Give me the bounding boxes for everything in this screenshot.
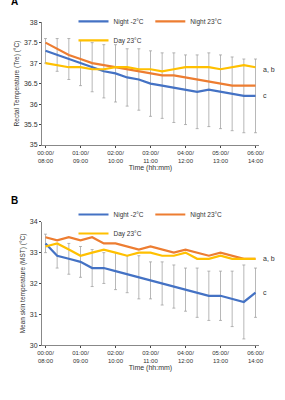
svg-text:37: 37 <box>30 60 38 67</box>
svg-text:31: 31 <box>30 311 38 318</box>
svg-text:A: A <box>11 0 18 7</box>
svg-text:05:00/13:00: 05:00/13:00 <box>212 150 229 164</box>
svg-text:30: 30 <box>30 342 38 349</box>
svg-text:Rectal Temperature (Tre) (°C): Rectal Temperature (Tre) (°C) <box>13 41 21 127</box>
svg-text:36: 36 <box>30 101 38 108</box>
svg-text:Day 23°C: Day 23°C <box>114 37 142 45</box>
svg-text:a, b: a, b <box>263 255 275 262</box>
svg-text:32: 32 <box>30 280 38 287</box>
svg-text:c: c <box>263 289 267 296</box>
svg-text:06:00/14:00: 06:00/14:00 <box>247 350 264 364</box>
svg-text:Mean skin temperature (MST) (°: Mean skin temperature (MST) (°C) <box>19 234 27 334</box>
svg-text:Day 23°C: Day 23°C <box>114 230 142 238</box>
svg-text:a, b: a, b <box>263 66 275 73</box>
svg-text:c: c <box>263 92 267 99</box>
svg-text:Time (hh:mm): Time (hh:mm) <box>129 164 172 172</box>
svg-text:33: 33 <box>30 249 38 256</box>
svg-text:04:00/12:00: 04:00/12:00 <box>177 150 194 164</box>
svg-text:03:00/11:00: 03:00/11:00 <box>142 150 159 164</box>
svg-text:06:00/14:00: 06:00/14:00 <box>247 150 264 164</box>
svg-text:05:00/13:00: 05:00/13:00 <box>212 350 229 364</box>
svg-text:03:00/11:00: 03:00/11:00 <box>142 350 159 364</box>
svg-text:Night 23°C: Night 23°C <box>190 18 222 26</box>
svg-text:00:00/08:00: 00:00/08:00 <box>37 150 54 164</box>
svg-text:02:00/10:00: 02:00/10:00 <box>107 150 124 164</box>
svg-text:35: 35 <box>30 141 38 148</box>
svg-text:02:00/10:00: 02:00/10:00 <box>107 350 124 364</box>
svg-text:36.5: 36.5 <box>24 80 38 87</box>
svg-text:Night -2°C: Night -2°C <box>114 211 144 219</box>
svg-text:01:00/09:00: 01:00/09:00 <box>72 350 89 364</box>
svg-text:00:00/08:00: 00:00/08:00 <box>37 350 54 364</box>
svg-text:Night -2°C: Night -2°C <box>114 18 144 26</box>
svg-text:Time (hh:mm): Time (hh:mm) <box>129 364 172 372</box>
svg-text:B: B <box>11 195 18 206</box>
svg-text:34: 34 <box>30 218 38 225</box>
svg-text:38: 38 <box>30 19 38 26</box>
svg-text:01:00/09:00: 01:00/09:00 <box>72 150 89 164</box>
svg-text:04:00/12:00: 04:00/12:00 <box>177 350 194 364</box>
svg-text:35.5: 35.5 <box>24 121 38 128</box>
svg-text:Night 23°C: Night 23°C <box>190 211 222 219</box>
svg-text:37.5: 37.5 <box>24 39 38 46</box>
